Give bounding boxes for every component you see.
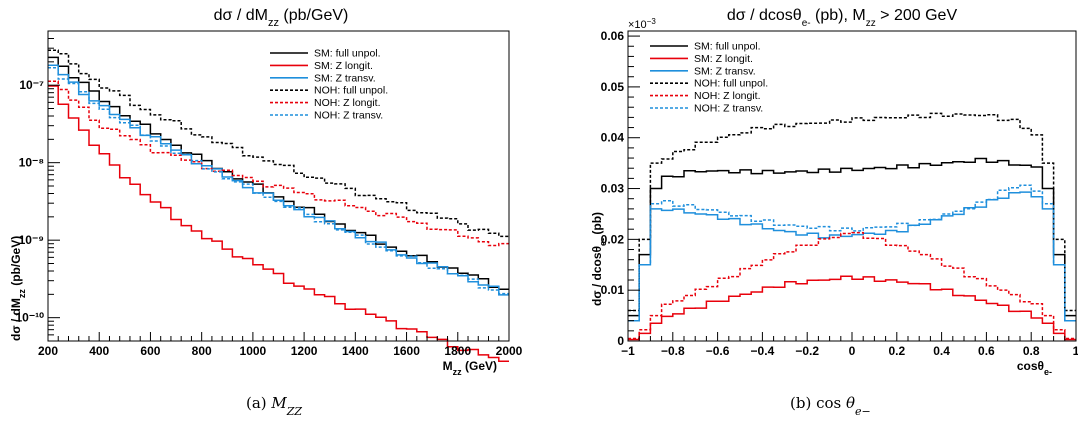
panel-b-xtick-label-8: 0.6	[978, 344, 995, 358]
panel-a-xtick-label-2: 600	[140, 344, 160, 358]
panel-b-ytick-label-4: 0.04	[601, 131, 625, 145]
panel-b-xtick-label-0: −1	[621, 344, 635, 358]
panel-a-legend-label-1: SM: Z longit.	[314, 60, 373, 72]
panel-b-series-2	[628, 191, 1076, 322]
panel-b-xtick-label-10: 1	[1073, 344, 1078, 358]
panel-a-xtick-label-4: 1000	[240, 344, 267, 358]
panel-b-xtick-label-5: 0	[849, 344, 856, 358]
panel-b-ytick-label-0: 0	[617, 334, 624, 348]
panel-b-series-0	[628, 157, 1076, 317]
panel-b-ytick-label-5: 0.05	[601, 80, 625, 94]
panel-b-series-1	[628, 275, 1076, 341]
panel-a-xlabel: Mzz (GeV)	[443, 359, 497, 377]
panel-b-ylabel: dσ / dcosθe- (pb)	[590, 212, 608, 306]
panel-b-curves	[628, 112, 1076, 341]
panel-a-legend-label-4: NOH: Z longit.	[314, 97, 381, 109]
panel-a-curves	[48, 49, 509, 362]
panel-a-ylabel: dσ / dMzz (pb/GeV)	[9, 236, 27, 341]
panel-a-series-3	[48, 49, 509, 238]
panel-b-legend-label-3: NOH: full unpol.	[694, 78, 768, 90]
panel-b-legend-label-0: SM: full unpol.	[694, 41, 761, 53]
panel-b-legend-label-5: NOH: Z transv.	[694, 103, 763, 115]
panel-a-mzz: dσ / dMzz (pb/GeV) 200 400 600 800 1000 1200 1…	[9, 7, 523, 418]
panel-a-ytick-label-0: 10⁻¹⁰	[16, 311, 45, 325]
panel-a-legend-label-5: NOH: Z transv.	[314, 110, 383, 122]
panel-b-ytick-label-6: 0.06	[601, 29, 625, 43]
panel-a-legend-label-3: NOH: full unpol.	[314, 85, 388, 97]
panel-a-legend-label-0: SM: full unpol.	[314, 48, 381, 60]
panel-b-ytick-label-2: 0.02	[601, 232, 625, 246]
panel-b-xtick-label-2: −0.6	[706, 344, 730, 358]
panel-b-legend-label-4: NOH: Z longit.	[694, 90, 761, 102]
panel-b-xtick-label-9: 0.8	[1023, 344, 1040, 358]
panel-a-xtick-label-3: 800	[192, 344, 212, 358]
panel-b-xtick-label-7: 0.4	[933, 344, 950, 358]
panel-a-xtick-label-7: 1600	[393, 344, 420, 358]
panel-a-legend: SM: full unpol.SM: Z longit.SM: Z transv…	[270, 48, 388, 122]
panel-b-ytick-label-1: 0.01	[601, 283, 625, 297]
panel-b-series-5	[628, 184, 1076, 322]
panel-b-xlabel: cosθe-	[1017, 359, 1052, 377]
panel-a-caption: (a) MZZ	[246, 394, 302, 418]
panel-b-legend: SM: full unpol.SM: Z longit.SM: Z transv…	[650, 41, 768, 115]
panel-a-xtick-label-9: 2000	[496, 344, 523, 358]
panel-a-xtick-label-8: 1800	[444, 344, 471, 358]
panel-b-y-multiplier: ×10−3	[628, 17, 656, 32]
panel-a-legend-label-2: SM: Z transv.	[314, 72, 376, 84]
panel-a-series-1	[48, 85, 509, 362]
panel-a-series-0	[48, 56, 509, 291]
panel-a-xtick-label-1: 400	[89, 344, 109, 358]
panel-a-series-2	[48, 64, 509, 296]
panel-a-ytick-label-2: 10⁻⁸	[19, 156, 44, 170]
panel-b-cos: dσ / dcosθe- (pb), Mzz > 200 GeV −1 −0.8−…	[590, 7, 1078, 418]
panel-a-ytick-label-3: 10⁻⁷	[19, 78, 44, 92]
panel-a-xtick-label-6: 1400	[342, 344, 369, 358]
panel-a-series-5	[48, 67, 509, 295]
panel-b-caption: (b) cos θe−	[790, 394, 871, 418]
panel-b-title: dσ / dcosθe- (pb), Mzz > 200 GeV	[727, 7, 958, 29]
panel-b-series-3	[628, 112, 1076, 312]
panel-b-xtick-label-3: −0.4	[751, 344, 775, 358]
panel-b-ticks: −1 −0.8 −0.6 −0.4 −0.2 0 0.2 0.4 0.6 0.8 1 0 0.01 0.0…	[601, 29, 1078, 358]
panel-a-xtick-label-0: 200	[38, 344, 58, 358]
panel-b-ytick-label-3: 0.03	[601, 182, 625, 196]
panel-a-title: dσ / dMzz (pb/GeV)	[214, 7, 349, 29]
panel-b-legend-label-1: SM: Z longit.	[694, 53, 753, 65]
panel-a-ytick-label-1: 10⁻⁹	[19, 233, 44, 247]
panel-a-ticks: 200 400 600 800 1000 1200 1400 1600 1800 2000 10⁻¹…	[16, 30, 523, 358]
panel-a-xtick-label-5: 1200	[291, 344, 318, 358]
panel-b-legend-label-2: SM: Z transv.	[694, 65, 756, 77]
panel-b-xtick-label-1: −0.8	[661, 344, 685, 358]
panel-b-xtick-label-6: 0.2	[888, 344, 905, 358]
panel-b-series-4	[628, 231, 1076, 340]
panel-b-xtick-label-4: −0.2	[795, 344, 819, 358]
